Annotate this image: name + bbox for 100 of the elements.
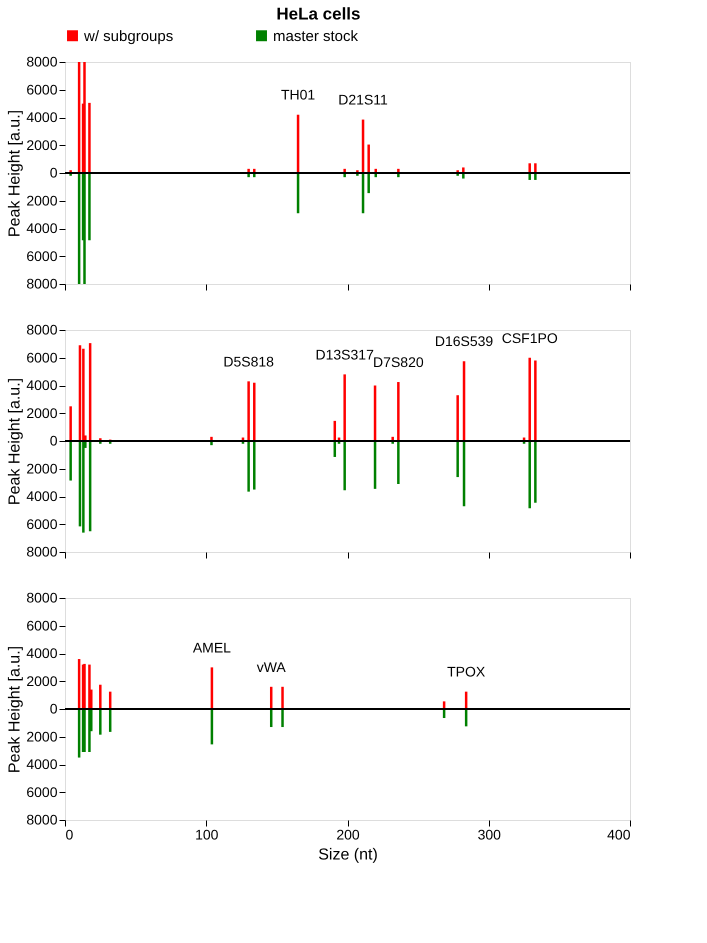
y-tick-label: 4000 [26, 377, 58, 393]
annotation: vWA [256, 658, 286, 675]
y-tick-label: 6000 [26, 617, 58, 634]
bar [464, 692, 468, 709]
y-tick-label: 8000 [26, 322, 58, 338]
bar [296, 173, 300, 214]
y-tick-label: 6000 [26, 349, 58, 366]
y-tick-label: 8000 [26, 544, 58, 560]
y-tick-label: 8000 [26, 54, 58, 70]
bar [83, 173, 86, 284]
bar [108, 709, 112, 732]
bar [88, 343, 92, 441]
bar [69, 441, 72, 481]
x-axis-title: Size (nt) [318, 846, 378, 864]
bar [247, 441, 250, 492]
y-tick-label: 2000 [26, 136, 58, 153]
y-axis-title: Peak Height [a.u.] [6, 110, 24, 238]
bar [362, 120, 364, 173]
y-tick-label: 8000 [26, 590, 58, 606]
y-tick-label: 4000 [26, 756, 58, 772]
bar [462, 441, 466, 506]
bar [281, 686, 284, 709]
bar [99, 684, 102, 709]
bar [82, 348, 85, 441]
bar [374, 441, 376, 489]
bar [367, 144, 370, 173]
annotation: D13S317 [315, 346, 374, 362]
bar [343, 374, 346, 441]
annotation: D16S539 [434, 333, 494, 350]
bar [82, 441, 85, 533]
x-tick-label: 200 [336, 826, 360, 842]
chart-title: HeLa cells [276, 4, 360, 24]
bar [247, 381, 250, 441]
bar [343, 441, 346, 490]
bar [253, 382, 256, 441]
legend-label: w/ subgroups [83, 28, 174, 45]
bar [334, 441, 336, 457]
annotation: D5S818 [223, 353, 274, 370]
y-tick-label: 2000 [26, 728, 58, 744]
x-tick-label: 400 [607, 826, 631, 842]
bar [99, 709, 102, 735]
bar [88, 441, 92, 532]
bar [210, 667, 214, 709]
bar [397, 441, 400, 484]
y-tick-label: 4000 [26, 645, 58, 661]
y-tick-label: 6000 [26, 248, 58, 264]
annotation: D21S11 [338, 92, 388, 108]
bar [78, 659, 80, 709]
bar [534, 441, 537, 503]
bar [534, 360, 537, 441]
y-tick-label: 4000 [26, 109, 58, 125]
y-axis-title: Peak Height [a.u.] [6, 378, 24, 506]
bar [270, 686, 272, 709]
bar [253, 441, 256, 490]
y-tick-label: 6000 [26, 81, 58, 98]
y-tick-label: 0 [50, 432, 58, 448]
bar [528, 358, 531, 441]
bar [270, 709, 272, 728]
legend-label: master stock [273, 28, 359, 45]
y-tick-label: 4000 [26, 220, 58, 236]
y-tick-label: 8000 [26, 276, 58, 292]
bar [528, 441, 531, 508]
y-tick-label: 2000 [26, 460, 58, 476]
y-tick-label: 6000 [26, 784, 58, 800]
bar [456, 395, 459, 441]
y-tick-label: 0 [50, 164, 58, 180]
x-tick-label: 100 [195, 826, 219, 842]
bar [456, 441, 459, 478]
x-tick-label: 0 [66, 826, 74, 842]
bar [88, 664, 91, 709]
bar [374, 386, 376, 441]
bar [281, 709, 284, 728]
y-tick-label: 2000 [26, 192, 58, 208]
bar [88, 102, 91, 173]
annotation: AMEL [192, 639, 232, 656]
bar [69, 406, 72, 441]
bar [296, 114, 300, 173]
y-tick-label: 6000 [26, 516, 58, 532]
bar [397, 382, 400, 441]
bar [78, 709, 80, 758]
bar [334, 420, 336, 441]
y-tick-label: 0 [50, 700, 58, 716]
annotation: TH01 [280, 86, 316, 103]
annotation: D7S820 [373, 354, 424, 370]
bar [78, 345, 82, 441]
bar [362, 173, 364, 214]
bar [464, 709, 468, 726]
annotation: TPOX [447, 664, 486, 680]
y-axis-title: Peak Height [a.u.] [6, 646, 24, 774]
bar [78, 173, 80, 284]
y-tick-label: 2000 [26, 404, 58, 421]
y-tick-label: 8000 [26, 812, 58, 828]
x-tick-label: 300 [478, 826, 502, 842]
annotation: CSF1PO [502, 330, 558, 346]
y-tick-label: 4000 [26, 488, 58, 504]
bar [367, 173, 370, 194]
bar [83, 62, 86, 173]
bar [88, 173, 91, 240]
bar [108, 692, 112, 709]
y-tick-label: 2000 [26, 672, 58, 689]
